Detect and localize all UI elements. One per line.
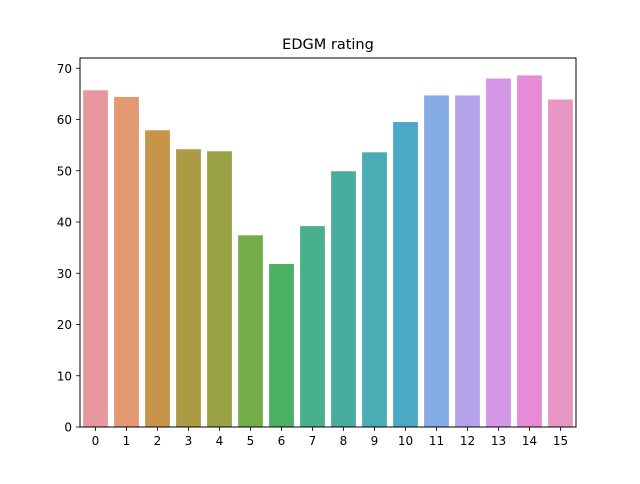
x-tick-label: 6 <box>278 434 286 448</box>
bar-11 <box>424 95 449 427</box>
x-tick-label: 15 <box>553 434 568 448</box>
x-tick-label: 1 <box>123 434 131 448</box>
x-tick-label: 13 <box>491 434 506 448</box>
bar-14 <box>517 75 542 428</box>
bar-2 <box>145 130 170 427</box>
x-tick-label: 3 <box>185 434 193 448</box>
x-tick-label: 12 <box>460 434 475 448</box>
y-tick-label: 20 <box>57 318 72 332</box>
y-tick-label: 40 <box>57 216 72 230</box>
bar-10 <box>393 122 418 427</box>
bar-12 <box>455 95 480 427</box>
x-axis: 0 1 2 3 4 5 6 7 8 9 10 11 12 13 14 15 <box>92 427 568 448</box>
bar-4 <box>207 151 232 427</box>
bar-3 <box>176 149 201 428</box>
x-tick-label: 0 <box>92 434 100 448</box>
bar-1 <box>114 96 139 427</box>
chart-title: EDGM rating <box>282 37 374 53</box>
bar-9 <box>362 152 387 428</box>
bar-15 <box>548 99 573 427</box>
x-tick-label: 11 <box>429 434 444 448</box>
bar-6 <box>269 264 294 427</box>
y-tick-label: 60 <box>57 113 72 127</box>
bar-0 <box>83 90 108 427</box>
x-tick-label: 10 <box>398 434 413 448</box>
y-tick-label: 10 <box>57 369 72 383</box>
plot-frame <box>79 57 577 428</box>
x-tick-label: 2 <box>154 434 162 448</box>
bar-5 <box>238 235 263 427</box>
y-tick-label: 0 <box>64 421 72 435</box>
y-tick-label: 30 <box>57 267 72 281</box>
bars-group <box>83 75 573 428</box>
x-tick-label: 4 <box>216 434 224 448</box>
x-tick-label: 14 <box>522 434 537 448</box>
x-tick-label: 5 <box>247 434 255 448</box>
x-tick-label: 9 <box>371 434 379 448</box>
y-axis: 0 10 20 30 40 50 60 70 <box>57 62 80 435</box>
bar-7 <box>300 226 325 427</box>
bar-8 <box>331 171 356 427</box>
x-tick-label: 7 <box>309 434 317 448</box>
x-tick-label: 8 <box>340 434 348 448</box>
bar-13 <box>486 78 511 427</box>
y-tick-label: 50 <box>57 164 72 178</box>
y-tick-label: 70 <box>57 62 72 76</box>
